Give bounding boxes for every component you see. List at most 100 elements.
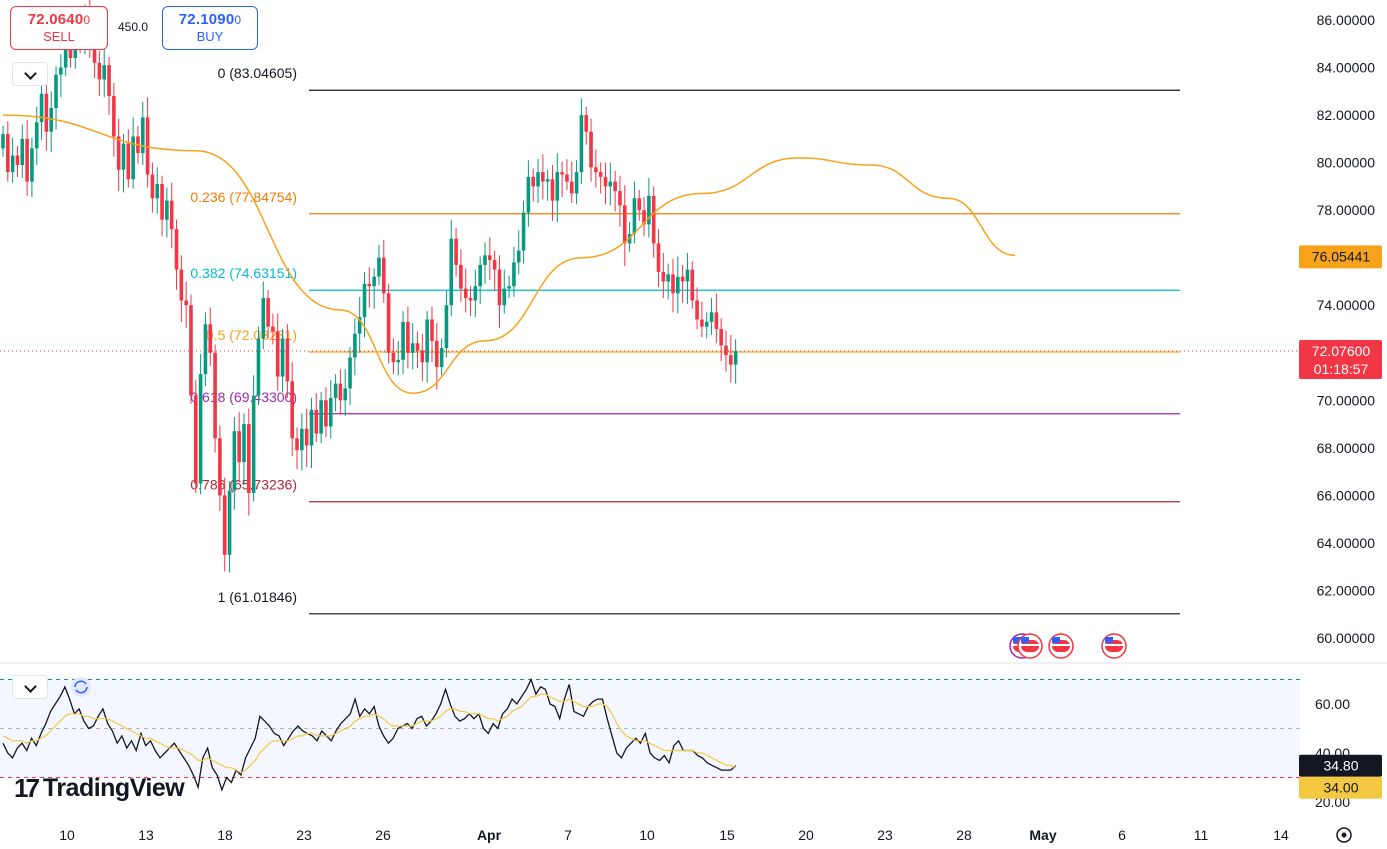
candle-body [112,96,116,137]
candle-body [666,274,670,282]
candle-body [280,338,285,377]
x-tick-label: 6 [1118,827,1126,843]
candle-body [174,229,179,270]
candle-body [444,305,449,349]
candle-body [198,374,203,484]
fib-label-1: 1 (61.01846) [218,589,297,605]
us-flag-canton [1105,637,1113,643]
candle-body [1,134,5,149]
y-tick-label: 82.00000 [1317,107,1376,123]
chevron-down-icon [24,67,37,80]
candle-body [425,319,429,363]
sell-button[interactable]: 72.06400 SELL [10,6,108,50]
candle-body [709,312,714,322]
candle-body [304,428,309,446]
candle-body [439,348,444,368]
candle-body [449,238,454,306]
us-flag-stripe [1105,644,1123,646]
candle-body [714,312,719,329]
collapse-legend-button[interactable] [12,62,48,86]
fib-label-0.786: 0.786 (65.73236) [190,477,297,493]
rsi-ma-value-text: 34.00 [1323,780,1358,796]
candle-body [724,345,728,356]
candle-body [266,298,270,327]
candle-body [555,172,560,201]
moving-average-line [2,114,1016,394]
rsi-value-badge [1299,754,1382,777]
x-tick-label: 26 [375,827,391,843]
candle-body [560,172,564,175]
sell-label: SELL [43,29,75,44]
candle-body [531,176,535,187]
candle-body [502,288,507,306]
logo-text: TradingView [42,774,185,802]
tradingview-logo: 17 TradingView [14,773,185,804]
candle-body [598,172,603,177]
candle-body [613,181,617,192]
candle-body [719,329,723,346]
x-tick-label: 28 [956,827,972,843]
collapse-rsi-legend-button[interactable] [12,675,48,699]
us-flag-stripe [1052,644,1070,646]
logo-mark: 17 [14,773,40,803]
candle-body [478,264,482,287]
x-tick-label: 15 [719,827,735,843]
last-price-text: 72.07600 [1312,343,1371,359]
candle-body [381,257,386,294]
rsi-ma-value-badge [1299,776,1382,799]
candle-body [25,138,29,182]
candle-body [589,131,593,168]
candle-body [232,431,237,491]
candle-body [121,143,126,170]
candle-body [34,122,39,149]
candle-body [39,93,44,123]
rsi-y-tick-label: 60.00 [1315,696,1350,712]
fib-label-0.382: 0.382 (74.63151) [190,265,297,281]
rsi-line [2,677,737,792]
candle-body [194,395,198,484]
candle-body [247,424,251,494]
candle-body [386,293,391,353]
candle-body [396,359,401,363]
candle-body [569,181,574,194]
candle-body [642,210,646,225]
y-tick-label: 80.00000 [1317,155,1376,171]
fib-label-0: 0 (83.04605) [218,65,297,81]
candle-body [20,138,25,165]
chevron-down-icon [24,680,37,693]
candle-body [338,383,343,401]
candle-body [468,298,473,301]
candle-body [362,283,367,318]
candle-body [184,300,188,306]
candle-body [565,174,569,182]
candle-body [275,331,280,377]
candle-body [92,43,97,63]
candle-body [372,276,376,287]
candle-body [415,343,420,351]
candle-body [574,172,579,194]
candle-body [213,352,217,439]
candle-body [391,352,396,363]
y-tick-label: 70.00000 [1317,392,1376,408]
settings-icon-center [1341,832,1347,838]
candle-body [608,181,613,187]
candle-body [102,65,107,80]
candle-body [165,200,169,220]
us-flag-stripe [1021,644,1039,646]
candle-body [690,269,695,301]
buy-button[interactable]: 72.10900 BUY [162,6,258,50]
candle-body [107,65,111,97]
candle-body [656,243,661,272]
spread-value: 450.0 [118,20,149,34]
candle-body [584,115,589,132]
candle-body [126,143,131,180]
candle-body [261,298,266,339]
candle-body [203,324,208,375]
buy-label: BUY [196,29,224,44]
candle-body [30,148,34,182]
candle-body [343,388,348,401]
candle-body [319,400,323,434]
x-tick-label: 23 [296,827,312,843]
candle-body [671,274,675,294]
